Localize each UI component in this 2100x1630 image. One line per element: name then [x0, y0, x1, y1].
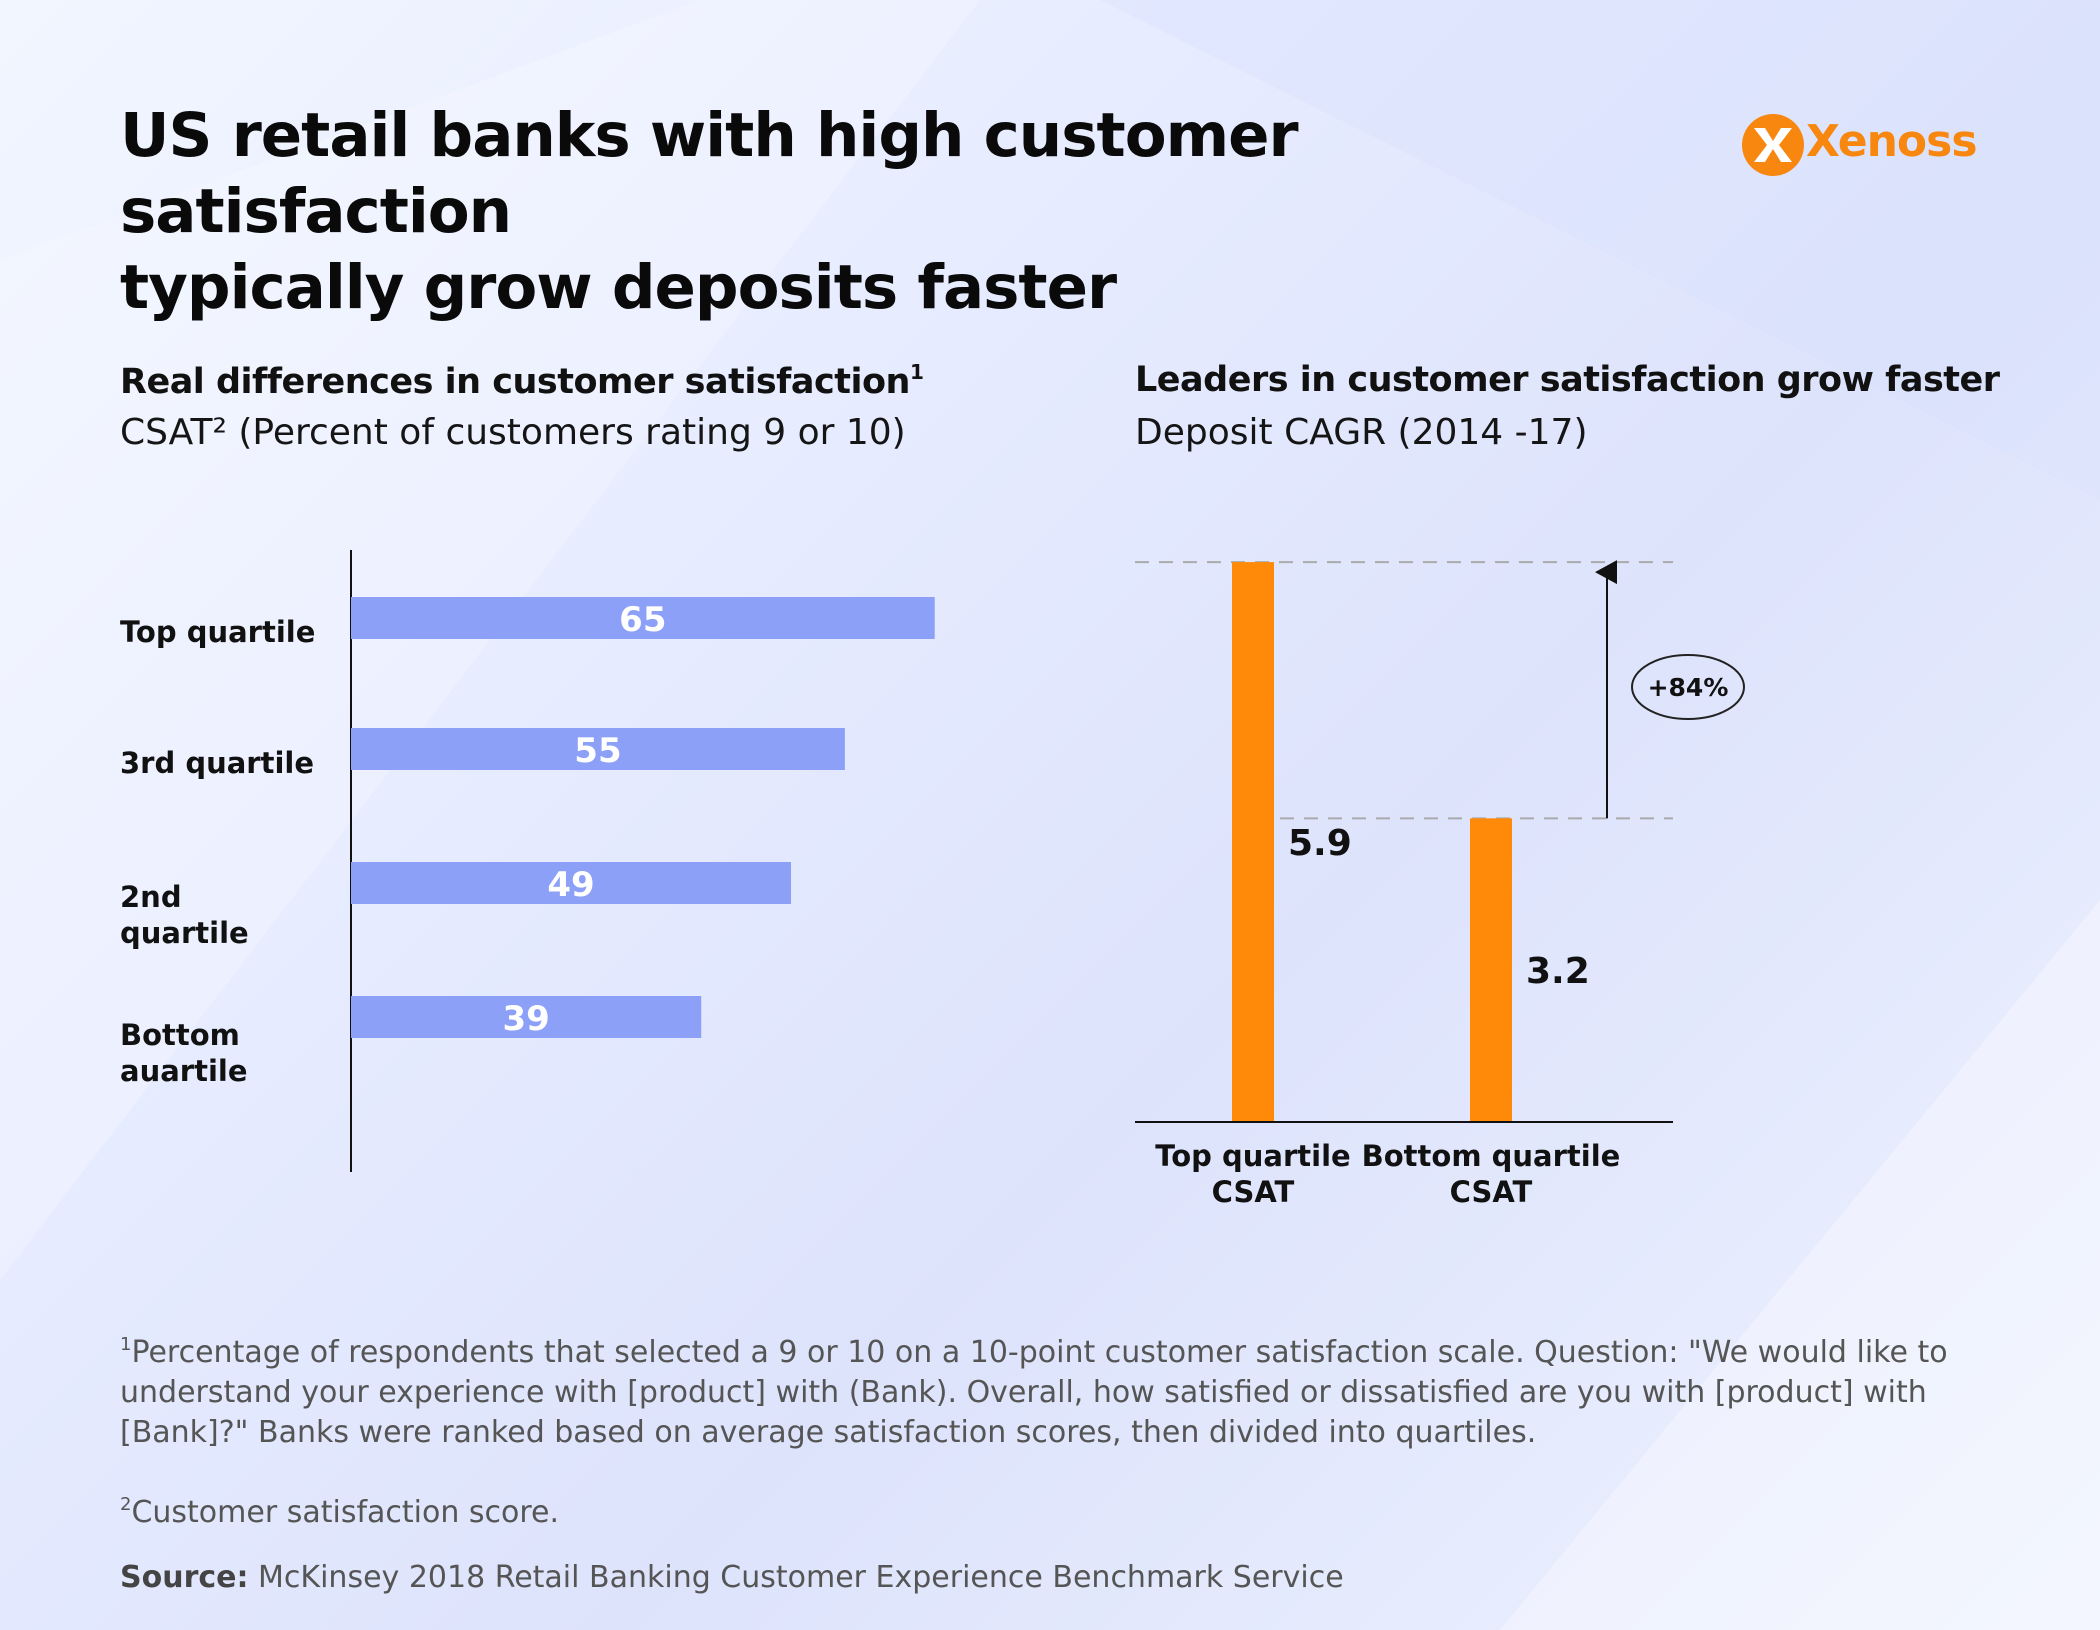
csat-category-label: 3rd quartile [120, 746, 315, 780]
page-title: US retail banks with high customer satis… [120, 98, 1640, 326]
footnote-1-line-1: Percentage of respondents that selected … [131, 1335, 1948, 1370]
csat-category-label: 2nd quartile [120, 880, 249, 950]
cagr-category-label: Bottom quartile CSAT [1361, 1139, 1621, 1209]
footnote-ref-1: 1 [909, 360, 924, 384]
cagr-category-label: Top quartile CSAT [1155, 1139, 1351, 1209]
left-chart-heading-text: Real differences in customer satisfactio… [120, 362, 910, 402]
csat-category-label: Top quartile [120, 615, 316, 649]
left-chart-heading: Real differences in customer satisfactio… [120, 360, 924, 402]
footnote-2-text: Customer satisfaction score. [131, 1495, 560, 1530]
xenoss-logo-icon [1742, 114, 1804, 176]
footnote-1: 1Percentage of respondents that selected… [120, 1325, 2000, 1453]
left-chart-subheading: CSAT² (Percent of customers rating 9 or … [120, 412, 906, 453]
footnote-1-mark: 1 [120, 1334, 132, 1355]
csat-category-label: Bottom auartile [120, 1018, 248, 1088]
title-line-2: typically grow deposits faster [120, 252, 1117, 323]
logo-text: Xenoss [1806, 116, 1978, 167]
footnote-1-line-2: understand your experience with [product… [120, 1375, 1927, 1410]
source-line: Source: McKinsey 2018 Retail Banking Cus… [120, 1558, 2000, 1598]
source-text: McKinsey 2018 Retail Banking Customer Ex… [258, 1560, 1344, 1595]
right-chart-subheading: Deposit CAGR (2014 -17) [1135, 412, 1588, 453]
source-label: Source: [120, 1560, 249, 1595]
right-chart-heading: Leaders in customer satisfaction grow fa… [1135, 360, 2000, 400]
footnote-2-mark: 2 [120, 1494, 132, 1515]
footnote-1-line-3: [Bank]?" Banks were ranked based on aver… [120, 1415, 1537, 1450]
footnote-2: 2Customer satisfaction score. [120, 1485, 2000, 1533]
xenoss-logo: Xenoss [1740, 110, 1990, 180]
title-line-1: US retail banks with high customer satis… [120, 100, 1299, 247]
